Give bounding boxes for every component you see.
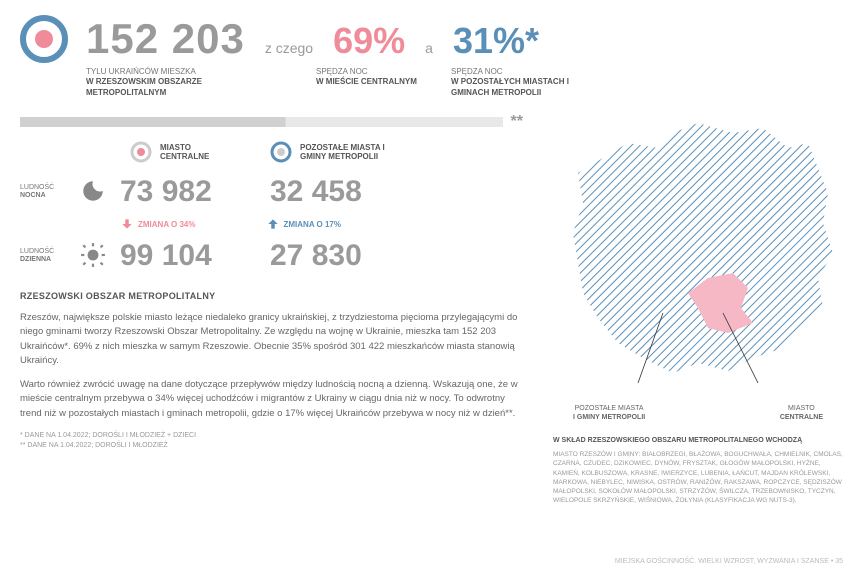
section-title: RZESZOWSKI OBSZAR METROPOLITALNY bbox=[20, 291, 523, 301]
arrow-down-icon bbox=[120, 217, 134, 231]
moon-icon bbox=[80, 178, 120, 207]
nocna-pozostale-value: 32 458 bbox=[270, 175, 420, 209]
left-column: ** MIASTO CENTRALNE POZOSTAŁE MIASTA I G… bbox=[20, 113, 523, 505]
sub-pct1-sub: W MIEŚCIE CENTRALNYM bbox=[316, 77, 417, 86]
sub-total-sub: W RZESZOWSKIM OBSZARZE METROPOLITALNYM bbox=[86, 77, 202, 96]
sklad-text: MIASTO RZESZÓW I GMINY: BIAŁOBRZEGI, BŁA… bbox=[553, 450, 843, 505]
change-pozostale-label: ZMIANA O 17% bbox=[284, 220, 342, 229]
sklad-title: W SKŁAD RZESZOWSKIEGO OBSZARU METROPOLIT… bbox=[553, 437, 843, 444]
nocna-bold: NOCNA bbox=[20, 192, 46, 199]
legend-row: MIASTO CENTRALNE POZOSTAŁE MIASTA I GMIN… bbox=[130, 141, 523, 163]
total-count: 152 203 bbox=[86, 15, 245, 63]
proportion-bar bbox=[20, 117, 503, 127]
paragraph-2: Warto również zwrócić uwagę na dane doty… bbox=[20, 378, 523, 421]
nocna-centralne-value: 73 982 bbox=[120, 175, 270, 209]
sub-pct1-label: SPĘDZA NOC bbox=[316, 67, 368, 76]
double-asterisk: ** bbox=[511, 113, 523, 131]
row-dzienna: LUDNOŚĆDZIENNA 99 104 27 830 bbox=[20, 239, 523, 273]
legend-centralne: MIASTO CENTRALNE bbox=[130, 141, 230, 163]
circle-blue-icon bbox=[270, 141, 292, 163]
sub-pct2-sub: W POZOSTAŁYCH MIASTACH I GMINACH METROPO… bbox=[451, 77, 569, 96]
map-labels: POZOSTAŁE MIASTAI GMINY METROPOLII MIAST… bbox=[553, 404, 843, 422]
pct-central: 69% bbox=[333, 20, 405, 62]
sun-icon bbox=[80, 242, 120, 271]
change-row: ZMIANA O 34% ZMIANA O 17% bbox=[120, 217, 523, 231]
proportion-bar-row: ** bbox=[20, 113, 523, 131]
nocna-label: LUDNOŚĆ bbox=[20, 184, 54, 191]
legend-centralne-label: MIASTO CENTRALNE bbox=[160, 143, 230, 161]
dzienna-label: LUDNOŚĆ bbox=[20, 248, 54, 255]
map-label-centralne: MIASTOCENTRALNE bbox=[780, 404, 823, 422]
pct-other: 31%* bbox=[453, 20, 539, 62]
sub-pct2-label: SPĘDZA NOC bbox=[451, 67, 503, 76]
page-footer: MIEJSKA GOŚCINNOŚĆ. WIELKI WZROST, WYZWA… bbox=[615, 558, 843, 565]
footnote-1: * DANE NA 1.04.2022; DOROŚLI I MŁODZIEŻ … bbox=[20, 431, 523, 441]
headline-sublabels: TYLU UKRAIŃCÓW MIESZKA W RZESZOWSKIM OBS… bbox=[86, 67, 843, 98]
legend-pozostale-label: POZOSTAŁE MIASTA I GMINY METROPOLII bbox=[300, 143, 410, 161]
dzienna-centralne-value: 99 104 bbox=[120, 239, 270, 273]
target-icon bbox=[20, 15, 68, 63]
change-centralne: ZMIANA O 34% bbox=[120, 217, 196, 231]
dzienna-bold: DZIENNA bbox=[20, 256, 51, 263]
sub-total-label: TYLU UKRAIŃCÓW MIESZKA bbox=[86, 67, 196, 76]
dzienna-pozostale-value: 27 830 bbox=[270, 239, 420, 273]
change-centralne-label: ZMIANA O 34% bbox=[138, 220, 196, 229]
paragraph-1: Rzeszów, największe polskie miasto leżąc… bbox=[20, 311, 523, 368]
and-label: a bbox=[425, 40, 433, 56]
row-nocna: LUDNOŚĆNOCNA 73 982 32 458 bbox=[20, 175, 523, 209]
metro-map bbox=[553, 113, 843, 393]
footnote-2: ** DANE NA 1.04.2022; DOROŚLI I MŁODZIEŻ bbox=[20, 441, 523, 451]
right-column: POZOSTAŁE MIASTAI GMINY METROPOLII MIAST… bbox=[553, 113, 843, 505]
arrow-up-icon bbox=[266, 217, 280, 231]
headline-numbers: 152 203 z czego 69% a 31%* bbox=[86, 15, 843, 63]
map-label-pozostale: POZOSTAŁE MIASTAI GMINY METROPOLII bbox=[573, 404, 645, 422]
of-which-label: z czego bbox=[265, 40, 313, 56]
headline-row: 152 203 z czego 69% a 31%* TYLU UKRAIŃCÓ… bbox=[20, 15, 843, 98]
legend-pozostale: POZOSTAŁE MIASTA I GMINY METROPOLII bbox=[270, 141, 410, 163]
change-pozostale: ZMIANA O 17% bbox=[266, 217, 342, 231]
circle-pink-icon bbox=[130, 141, 152, 163]
